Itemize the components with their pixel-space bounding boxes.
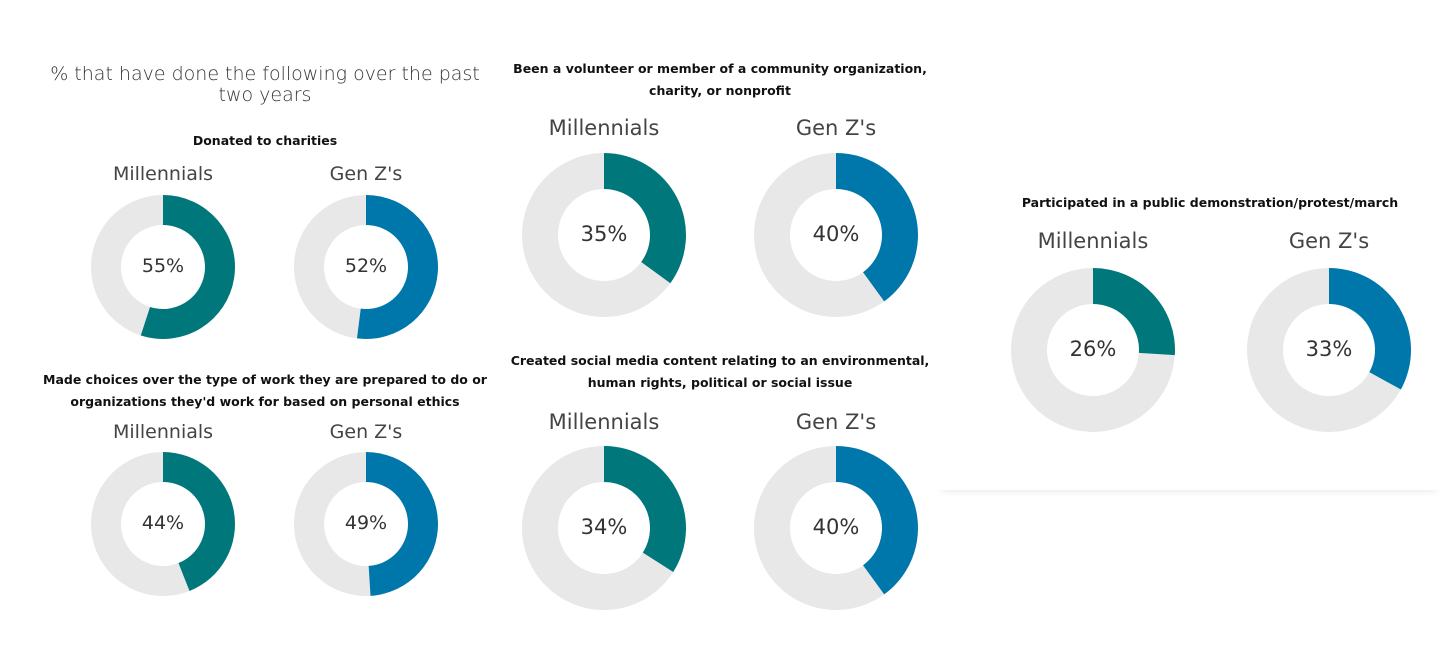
millennials-label: Millennials: [548, 116, 660, 140]
percent-label: 40%: [812, 514, 860, 539]
millennials-label: Millennials: [1037, 229, 1149, 253]
genz-value-arc: [836, 153, 918, 302]
donut-remainder-arc: [91, 452, 190, 596]
millennials-value-arc: [604, 446, 686, 572]
percent-label: 34%: [580, 514, 628, 539]
donut-remainder-arc: [754, 446, 885, 610]
millennials-value-arc: [604, 153, 686, 284]
millennials-label: Millennials: [112, 421, 214, 443]
question-title: Created social media content relating to…: [510, 353, 930, 390]
donut-remainder-arc: [1010, 268, 1175, 432]
percent-label: 35%: [580, 221, 628, 246]
genz-label: Gen Z's: [795, 116, 877, 140]
donut-remainder-arc: [1247, 268, 1401, 432]
question-title: Been a volunteer or member of a communit…: [513, 61, 927, 98]
percent-label: 44%: [141, 512, 185, 535]
genz-value-arc: [356, 195, 438, 339]
donut-remainder-arc: [522, 153, 671, 317]
question-title: Donated to charities: [192, 133, 338, 148]
genz-value-arc: [1329, 268, 1411, 390]
donut-remainder-arc: [294, 452, 371, 596]
donut-remainder-arc: [90, 195, 163, 336]
question-title: Participated in a public demonstration/p…: [1021, 195, 1399, 210]
donut-remainder-arc: [293, 195, 366, 339]
percent-label: 26%: [1069, 336, 1117, 361]
millennials-value-arc: [163, 452, 236, 591]
genz-label: Gen Z's: [329, 163, 403, 185]
genz-value-arc: [836, 446, 918, 595]
millennials-label: Millennials: [112, 163, 214, 185]
percent-label: 52%: [344, 255, 388, 278]
donut-remainder-arc: [753, 153, 885, 317]
millennials-value-arc: [1093, 268, 1175, 356]
millennials-label: Millennials: [548, 410, 660, 434]
percent-label: 40%: [812, 221, 860, 246]
genz-label: Gen Z's: [795, 410, 877, 434]
main-title: % that have done the following over the …: [50, 63, 480, 106]
percent-label: 55%: [141, 255, 185, 278]
genz-label: Gen Z's: [329, 421, 403, 443]
millennials-value-arc: [140, 195, 235, 339]
percent-label: 33%: [1305, 336, 1353, 361]
genz-label: Gen Z's: [1288, 229, 1370, 253]
donut-remainder-arc: [522, 446, 674, 610]
question-title: Made choices over the type of work they …: [43, 372, 487, 409]
genz-value-arc: [366, 452, 439, 596]
percent-label: 49%: [344, 512, 388, 535]
